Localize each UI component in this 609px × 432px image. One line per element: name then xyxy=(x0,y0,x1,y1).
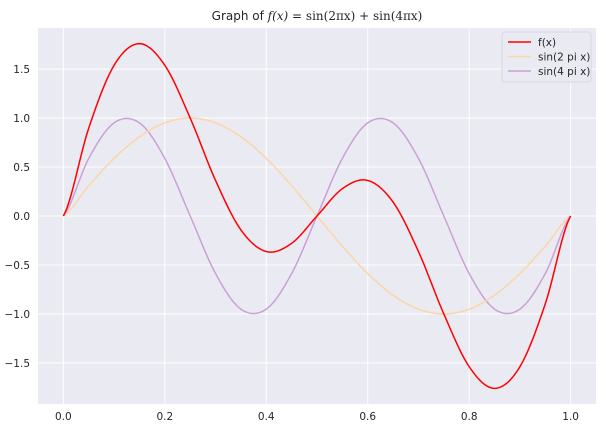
legend-label: f(x) xyxy=(538,37,556,49)
legend-box xyxy=(501,31,592,83)
series-lines xyxy=(62,42,572,390)
x-tick-label: 0.2 xyxy=(156,411,173,423)
chart-title: Graph of f(x) = sin(2πx) + sin(4πx) xyxy=(212,9,423,23)
x-tick-label: 0.0 xyxy=(55,411,72,423)
x-tick-label: 0.8 xyxy=(461,411,478,423)
x-tick-label: 0.6 xyxy=(359,411,376,423)
chart-title-lhs: f(x) xyxy=(267,9,289,23)
y-tick-label: −0.5 xyxy=(5,260,31,272)
y-tick-label: 1.0 xyxy=(13,113,30,125)
x-tick-label: 0.4 xyxy=(258,411,275,423)
y-tick-label: −1.5 xyxy=(5,358,31,370)
chart-title-rhs: sin(2πx) + sin(4πx) xyxy=(306,9,422,23)
y-tick-label: 0.5 xyxy=(13,162,30,174)
chart-title-prefix: Graph of xyxy=(212,9,268,23)
y-tick-label: 0.0 xyxy=(13,211,30,223)
chart-title-eq: = xyxy=(288,9,306,23)
series-line xyxy=(62,42,572,390)
legend: f(x) sin(2 pi x) sin(4 pi x) xyxy=(501,31,592,83)
legend-label: sin(4 pi x) xyxy=(538,66,590,78)
y-axis-ticks: 1.5 1.0 0.5 0.0 −0.5 −1.0 −1.5 xyxy=(5,64,31,370)
x-tick-label: 1.0 xyxy=(562,411,579,423)
x-axis-ticks: 0.0 0.2 0.4 0.6 0.8 1.0 xyxy=(55,411,579,423)
legend-label: sin(2 pi x) xyxy=(538,52,590,64)
y-tick-label: −1.0 xyxy=(5,309,31,321)
y-tick-label: 1.5 xyxy=(13,64,30,76)
